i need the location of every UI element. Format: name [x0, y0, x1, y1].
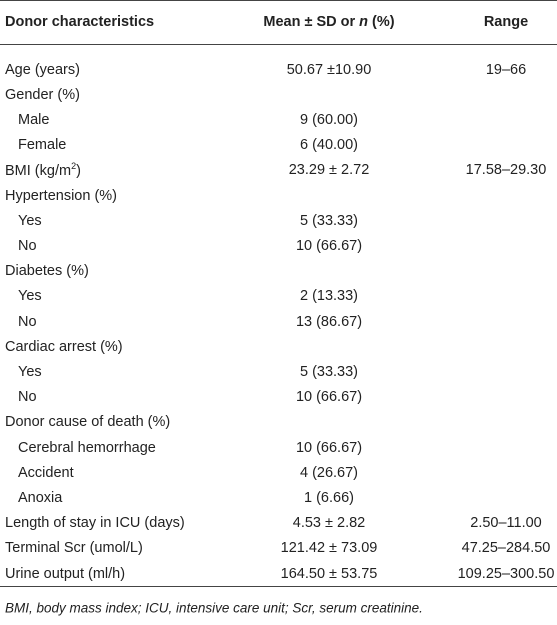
row-label: Donor cause of death (%): [5, 414, 171, 431]
text-part: 2: [71, 161, 77, 172]
cell-value: 10 (66.67): [295, 389, 363, 406]
row-label: Cerebral hemorrhage: [18, 439, 156, 456]
row-label: Diabetes (%): [5, 263, 89, 280]
text-part: Mean ± SD or: [263, 14, 360, 30]
row-label: Female: [18, 137, 67, 154]
row-label: Cardiac arrest (%): [5, 338, 123, 355]
cell-value: 4.53 ± 2.82: [292, 515, 366, 532]
row-label: Hypertension (%): [5, 187, 118, 204]
cell-value: 13 (86.67): [295, 313, 363, 330]
cell-value: 2.50–11.00: [470, 515, 542, 532]
cell-value: 10 (66.67): [295, 238, 363, 254]
row-label: Gender (%): [5, 86, 80, 103]
text-part: BMI (kg/m: [5, 163, 72, 180]
header-cell: Mean ± SD or n (%): [263, 14, 394, 30]
row-label: No: [18, 313, 37, 330]
cell-value: 50.67 ±10.90: [286, 61, 372, 78]
cell-value: 1 (6.66): [304, 490, 354, 506]
cell-value: 10 (66.67): [295, 439, 363, 456]
row-label: Accident: [18, 464, 74, 481]
cell-value: 47.25–284.50: [461, 540, 551, 557]
cell-value: 5 (33.33): [299, 212, 359, 229]
row-label: No: [18, 238, 37, 254]
row-label: Male: [18, 112, 50, 128]
row-label: Yes: [18, 212, 42, 229]
row-label: Length of stay in ICU (days): [5, 515, 185, 532]
cell-value: 164.50 ± 53.75: [280, 565, 378, 582]
row-label: Anoxia: [18, 490, 63, 506]
footnote: BMI, body mass index; ICU, intensive car…: [5, 600, 423, 616]
row-label: No: [18, 389, 37, 406]
text-part: ): [76, 163, 81, 180]
text-part: n: [359, 14, 369, 30]
row-label: Yes: [18, 364, 42, 380]
cell-value: 109.25–300.50: [457, 565, 555, 582]
header-rule: [0, 44, 557, 45]
row-label: Yes: [18, 288, 42, 305]
top-rule: [0, 0, 557, 1]
row-label: Urine output (ml/h): [5, 565, 126, 582]
row-label: Terminal Scr (umol/L): [5, 540, 143, 557]
cell-value: 2 (13.33): [299, 288, 359, 305]
cell-value: 19–66: [485, 61, 527, 78]
cell-value: 4 (26.67): [299, 464, 359, 481]
cell-value: 6 (40.00): [299, 137, 359, 154]
row-label: Age (years): [5, 61, 80, 78]
cell-value: 9 (60.00): [299, 112, 359, 128]
cell-value: 17.58–29.30: [465, 162, 547, 179]
cell-value: 121.42 ± 73.09: [280, 540, 378, 557]
bottom-rule: [0, 586, 557, 587]
header-cell: Donor characteristics: [5, 14, 155, 30]
cell-value: 23.29 ± 2.72: [288, 162, 370, 179]
row-label: BMI (kg/m2): [5, 161, 81, 179]
header-cell: Range: [483, 14, 529, 30]
cell-value: 5 (33.33): [299, 364, 359, 380]
text-part: (%): [368, 14, 395, 30]
